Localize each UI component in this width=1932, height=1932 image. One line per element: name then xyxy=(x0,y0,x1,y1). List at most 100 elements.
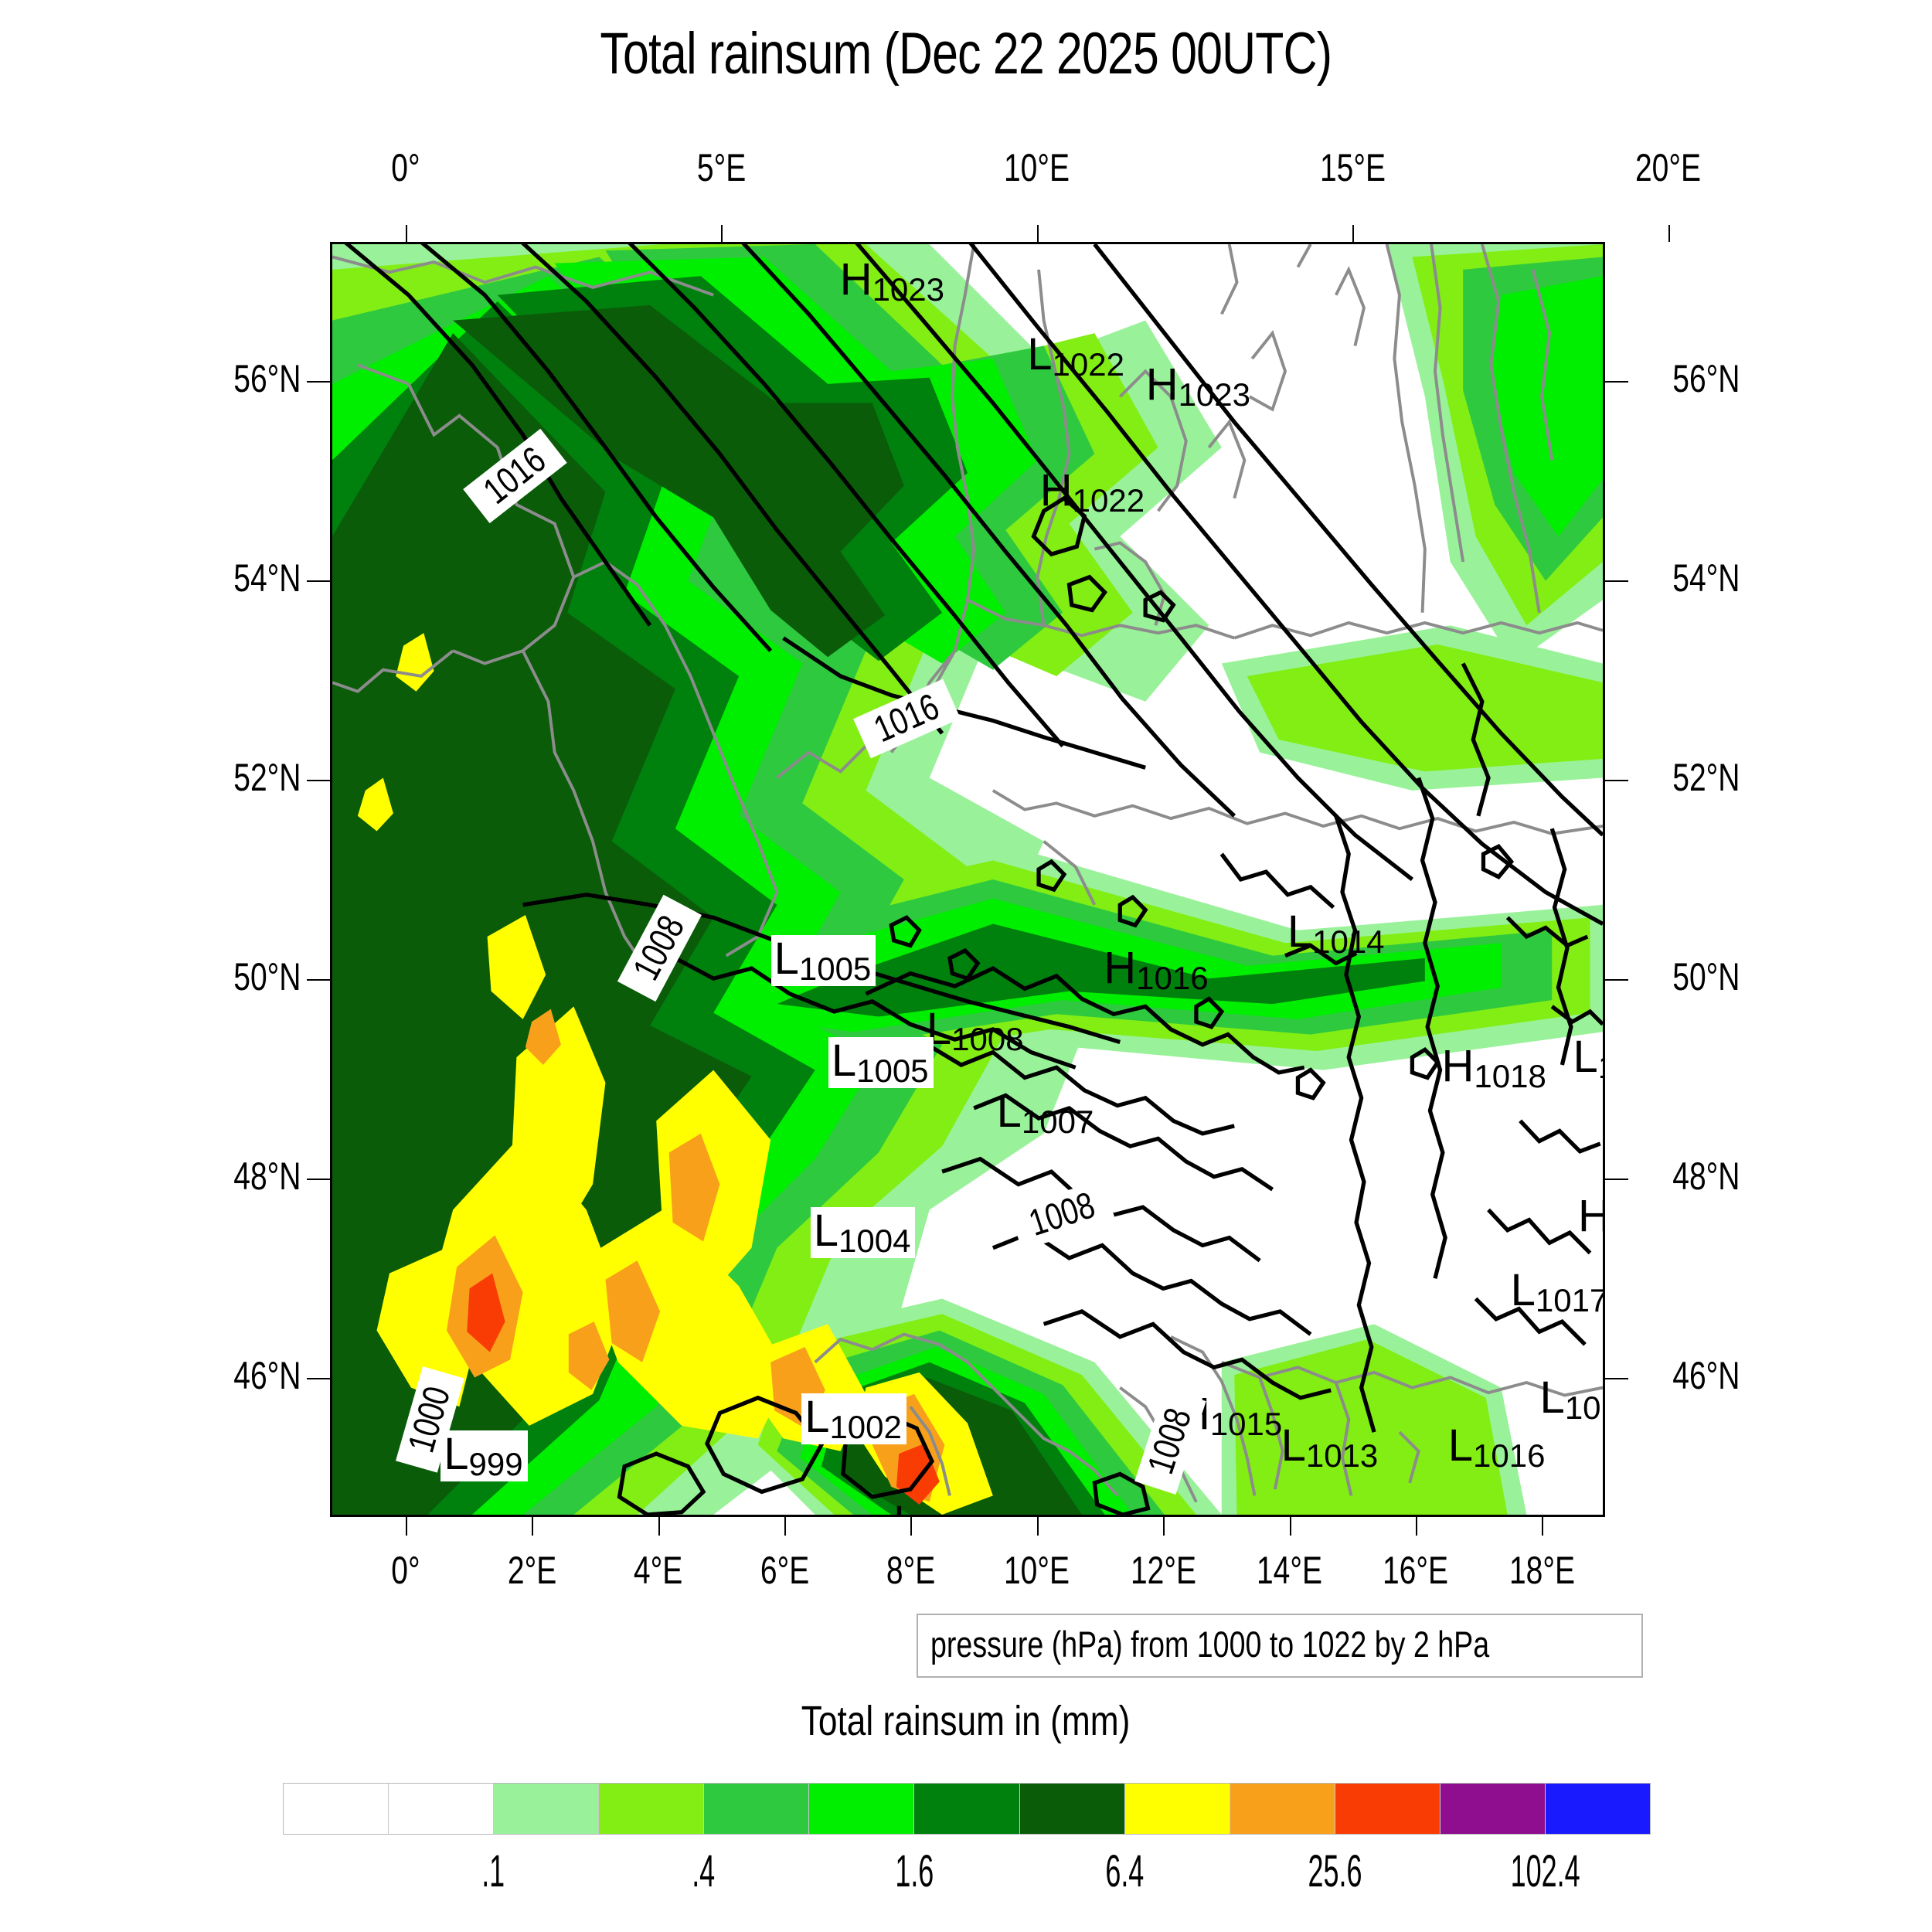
colorbar-swatch[interactable] xyxy=(914,1784,1020,1834)
high-pressure-label: H10 xyxy=(1578,1194,1603,1239)
pressure-value: 1023 xyxy=(872,270,945,308)
axis-tick-label: 56°N xyxy=(1663,356,1833,401)
colorbar-swatch[interactable] xyxy=(809,1784,915,1834)
axis-tick-mark xyxy=(406,225,408,242)
colorbar[interactable] xyxy=(283,1783,1651,1835)
axis-tick-text: 54°N xyxy=(233,556,301,600)
axis-tick-mark xyxy=(1542,1517,1544,1536)
axis-tick-label: 50°N xyxy=(172,954,311,999)
pressure-type-letter: L xyxy=(893,1497,918,1515)
pressure-type-letter: L xyxy=(1573,1032,1598,1082)
colorbar-swatch[interactable] xyxy=(704,1784,810,1834)
pressure-value: 1022 xyxy=(1052,345,1124,383)
axis-tick-label: 48°N xyxy=(1663,1154,1833,1199)
axis-tick-mark xyxy=(658,1517,660,1536)
axis-tick-label: 16°E xyxy=(1346,1548,1485,1593)
axis-tick-mark xyxy=(1668,225,1670,242)
axis-tick-text: 50°N xyxy=(1672,954,1740,998)
pressure-value: 1005 xyxy=(798,951,872,988)
colorbar-tick-label: 1.6 xyxy=(806,1845,1022,1897)
colorbar-tick-text: 1.6 xyxy=(894,1846,934,1896)
colorbar-swatch[interactable] xyxy=(1335,1784,1440,1834)
colorbar-caption: Total rainsum in (mm) xyxy=(0,1697,1932,1745)
axis-tick-text: 4°E xyxy=(634,1549,683,1592)
pressure-type-letter: L xyxy=(831,1036,857,1087)
colorbar-swatch[interactable] xyxy=(494,1784,600,1834)
low-pressure-label: L1005 xyxy=(828,1036,934,1090)
pressure-type-letter: H xyxy=(839,253,872,304)
pressure-value: 1013 xyxy=(918,1514,990,1515)
coastline-layer xyxy=(332,244,1603,1503)
pressure-type-letter: H xyxy=(1145,359,1179,410)
colorbar-swatch[interactable] xyxy=(599,1784,705,1834)
high-pressure-label: H1016 xyxy=(1104,945,1208,994)
pressure-value: 1005 xyxy=(856,1053,929,1090)
axis-tick-label: 0° xyxy=(336,145,475,190)
colorbar-tick-text: .4 xyxy=(692,1846,716,1896)
axis-tick-text: 0° xyxy=(391,1549,420,1592)
pressure-type-letter: L xyxy=(996,1086,1022,1137)
axis-tick-mark xyxy=(406,1517,408,1536)
colorbar-swatch[interactable] xyxy=(1124,1784,1230,1834)
axis-tick-label: 0° xyxy=(336,1548,475,1593)
axis-tick-label: 46°N xyxy=(1663,1353,1833,1398)
axis-tick-label: 10°E xyxy=(968,1548,1107,1593)
pressure-value: 1015 xyxy=(1209,1406,1283,1442)
low-pressure-label: L1013 xyxy=(1281,1420,1379,1472)
colorbar-swatch[interactable] xyxy=(1019,1784,1125,1834)
axis-tick-text: 50°N xyxy=(233,954,301,998)
axis-tick-text: 52°N xyxy=(233,756,301,800)
axis-tick-label: 50°N xyxy=(1663,954,1833,999)
axis-tick-label: 10°E xyxy=(968,145,1107,190)
pressure-value: 1007 xyxy=(1021,1103,1094,1140)
colorbar-swatch[interactable] xyxy=(284,1784,389,1834)
weather-map-panel[interactable]: H1023 L1022 H1023 H1022 L1014 H1016 L1005 L1008… xyxy=(330,242,1605,1517)
axis-tick-text: 56°N xyxy=(1672,357,1740,401)
low-pressure-label: L1004 xyxy=(810,1206,916,1258)
page-title-text: Total rainsum (Dec 22 2025 00UTC) xyxy=(600,21,1333,87)
colorbar-tick-text: 102.4 xyxy=(1510,1846,1580,1896)
colorbar-swatch[interactable] xyxy=(1230,1784,1335,1834)
pressure-value: 1023 xyxy=(1178,376,1251,413)
axis-tick-mark xyxy=(1605,978,1628,981)
axis-tick-text: 56°N xyxy=(233,357,301,401)
pressure-value: 1016 xyxy=(1473,1437,1546,1475)
pressure-type-letter: L xyxy=(1510,1264,1536,1315)
axis-tick-mark xyxy=(1036,1517,1039,1536)
axis-tick-text: 15°E xyxy=(1319,146,1386,189)
axis-tick-label: 20°E xyxy=(1599,145,1738,190)
colorbar-tick-label: .4 xyxy=(596,1845,812,1897)
colorbar-swatch[interactable] xyxy=(389,1784,495,1834)
colorbar-swatch[interactable] xyxy=(1545,1784,1651,1834)
axis-tick-text: 0° xyxy=(391,146,420,189)
low-pressure-label: L10 xyxy=(1573,1032,1603,1083)
map-canvas xyxy=(332,244,1603,1515)
colorbar-swatch[interactable] xyxy=(1440,1784,1546,1834)
axis-tick-label: 6°E xyxy=(715,1548,854,1593)
axis-tick-mark xyxy=(1415,1517,1417,1536)
axis-tick-label: 14°E xyxy=(1220,1548,1359,1593)
low-pressure-label: L1016 xyxy=(1448,1423,1546,1472)
pressure-type-letter: L xyxy=(804,1391,830,1442)
axis-tick-text: 6°E xyxy=(760,1549,809,1592)
axis-tick-text: 12°E xyxy=(1130,1549,1196,1592)
axis-tick-mark xyxy=(307,1377,330,1379)
low-pressure-label: L1008 xyxy=(927,1006,1024,1055)
axis-tick-text: 5°E xyxy=(696,146,747,189)
colorbar-tick-label: 25.6 xyxy=(1227,1845,1444,1897)
low-pressure-label: L1022 xyxy=(1027,332,1124,380)
low-pressure-label: L1013 xyxy=(893,1497,991,1515)
low-pressure-label: L1007 xyxy=(996,1086,1094,1138)
pressure-value: 1008 xyxy=(951,1020,1024,1057)
axis-tick-text: 8°E xyxy=(886,1549,936,1592)
axis-tick-label: 52°N xyxy=(172,755,311,800)
axis-tick-mark xyxy=(910,1517,913,1536)
low-pressure-label: L1002 xyxy=(801,1393,906,1444)
pressure-value: 10 xyxy=(1598,1049,1603,1085)
axis-tick-label: 5°E xyxy=(651,145,791,190)
pressure-type-letter: L xyxy=(1281,1420,1306,1471)
axis-tick-mark xyxy=(307,381,330,383)
axis-tick-mark xyxy=(1605,381,1628,383)
page-title: Total rainsum (Dec 22 2025 00UTC) xyxy=(0,20,1932,87)
axis-tick-text: 18°E xyxy=(1509,1549,1575,1592)
